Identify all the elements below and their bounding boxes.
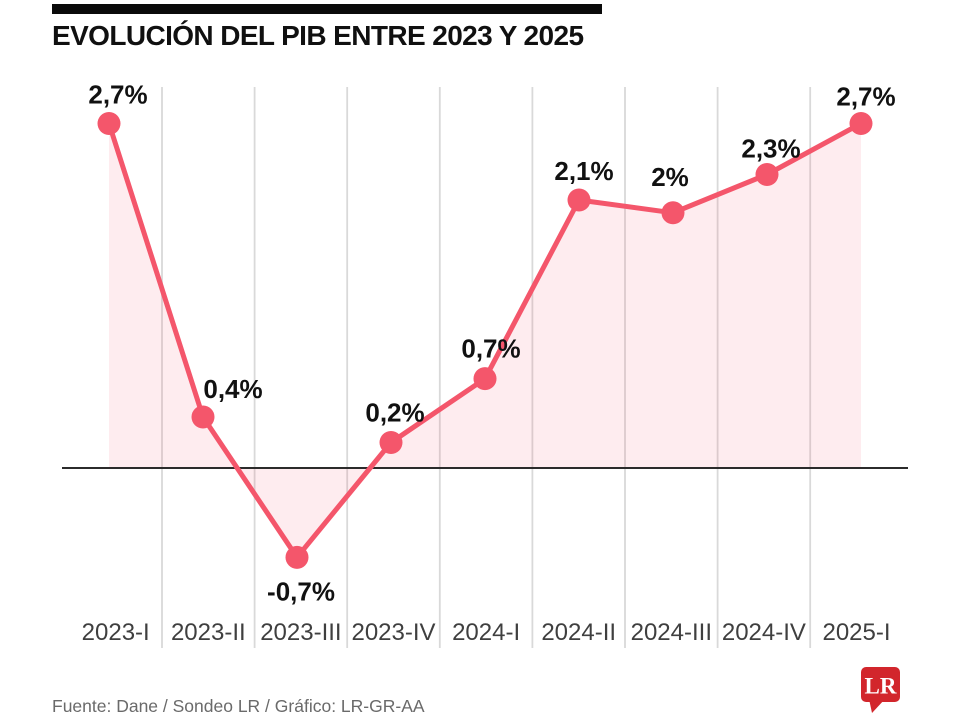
lr-logo-bubble [861,667,900,702]
data-point-label: -0,7% [267,576,335,606]
data-point [567,188,591,212]
data-point [191,405,215,429]
data-point [473,367,497,391]
x-axis-label: 2024-III [631,619,712,646]
lr-logo: LR [861,667,900,713]
x-axis-label: 2024-I [452,619,520,646]
data-point [849,111,873,135]
source-caption: Fuente: Dane / Sondeo LR / Gráfico: LR-G… [52,696,425,716]
data-point-label: 0,7% [461,334,520,364]
data-point-label: 2,1% [554,156,613,186]
data-point [379,430,403,454]
area-fill [109,123,861,558]
data-point-label: 2,7% [836,81,895,111]
x-axis-label: 2023-I [82,619,150,646]
data-point-label: 0,2% [365,397,424,427]
data-point [97,111,121,135]
x-axis-label: 2024-II [541,619,616,646]
x-axis-label: 2023-III [260,619,341,646]
lr-logo-tail [869,699,885,713]
data-point-label: 2,7% [88,79,147,109]
chart-title: EVOLUCIÓN DEL PIB ENTRE 2023 Y 2025 [52,20,584,51]
data-point [661,201,685,225]
data-point [285,545,309,569]
x-axis-label: 2025-I [822,619,890,646]
x-axis-label: 2023-II [171,619,246,646]
data-point [755,163,779,187]
x-axis-label: 2023-IV [351,619,435,646]
data-point-label: 2% [651,162,689,192]
title-accent-bar [52,4,602,14]
x-axis-label: 2024-IV [722,619,806,646]
lr-logo-text: LR [865,674,897,699]
data-point-label: 0,4% [203,374,262,404]
data-point-label: 2,3% [741,134,800,164]
